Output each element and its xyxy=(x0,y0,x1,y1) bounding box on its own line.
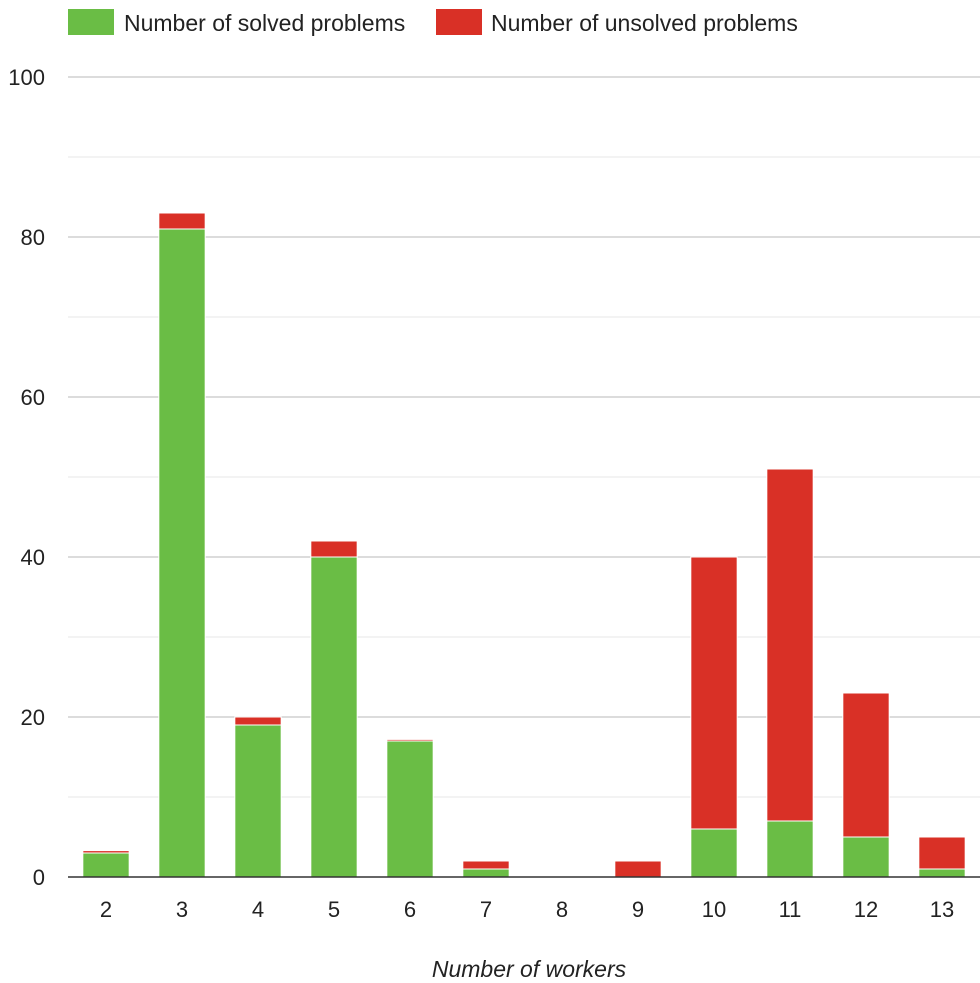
bar-unsolved xyxy=(766,468,814,822)
y-tick-label: 60 xyxy=(21,385,45,410)
x-tick-label: 5 xyxy=(328,897,340,922)
legend-swatch-unsolved xyxy=(436,9,482,35)
bar-unsolved xyxy=(234,716,282,726)
bar-solved xyxy=(82,852,130,878)
bar-solved xyxy=(690,828,738,878)
y-tick-label: 100 xyxy=(8,65,45,90)
legend-swatch-solved xyxy=(68,9,114,35)
bar-unsolved xyxy=(918,836,966,870)
bar-unsolved xyxy=(614,860,662,878)
bar-solved xyxy=(918,868,966,878)
x-tick-label: 4 xyxy=(252,897,264,922)
x-axis-title: Number of workers xyxy=(432,956,627,982)
x-tick-label: 11 xyxy=(779,897,802,922)
legend-label-solved: Number of solved problems xyxy=(124,10,405,36)
y-tick-label: 20 xyxy=(21,705,45,730)
x-tick-label: 10 xyxy=(702,897,726,922)
x-tick-label: 3 xyxy=(176,897,188,922)
bar-solved xyxy=(158,228,206,878)
bar-solved xyxy=(310,556,358,878)
bar-unsolved xyxy=(158,212,206,230)
bar-unsolved xyxy=(386,738,434,742)
bar-solved xyxy=(842,836,890,878)
legend-label-unsolved: Number of unsolved problems xyxy=(491,10,798,36)
y-tick-label: 80 xyxy=(21,225,45,250)
x-tick-label: 13 xyxy=(930,897,954,922)
y-tick-label: 40 xyxy=(21,545,45,570)
x-axis-ticks: 2 3 4 5 6 7 8 9 10 11 12 13 xyxy=(100,897,954,922)
gridlines xyxy=(68,76,980,798)
bars xyxy=(82,212,966,878)
bar-solved xyxy=(462,868,510,878)
x-tick-label: 6 xyxy=(404,897,416,922)
y-tick-label: 0 xyxy=(33,865,45,890)
bar-solved xyxy=(386,740,434,878)
x-tick-label: 12 xyxy=(854,897,878,922)
bar-solved xyxy=(766,820,814,878)
bar-unsolved xyxy=(842,692,890,838)
bar-unsolved xyxy=(462,860,510,870)
x-tick-label: 7 xyxy=(480,897,492,922)
x-tick-label: 8 xyxy=(556,897,568,922)
legend: Number of solved problems Number of unso… xyxy=(68,9,798,36)
bar-unsolved xyxy=(310,540,358,558)
x-tick-label: 9 xyxy=(632,897,644,922)
x-tick-label: 2 xyxy=(100,897,112,922)
bar-unsolved xyxy=(82,850,130,854)
bar-unsolved xyxy=(690,556,738,830)
y-axis-ticks: 0 20 40 60 80 100 xyxy=(8,65,45,890)
bar-solved xyxy=(234,724,282,878)
